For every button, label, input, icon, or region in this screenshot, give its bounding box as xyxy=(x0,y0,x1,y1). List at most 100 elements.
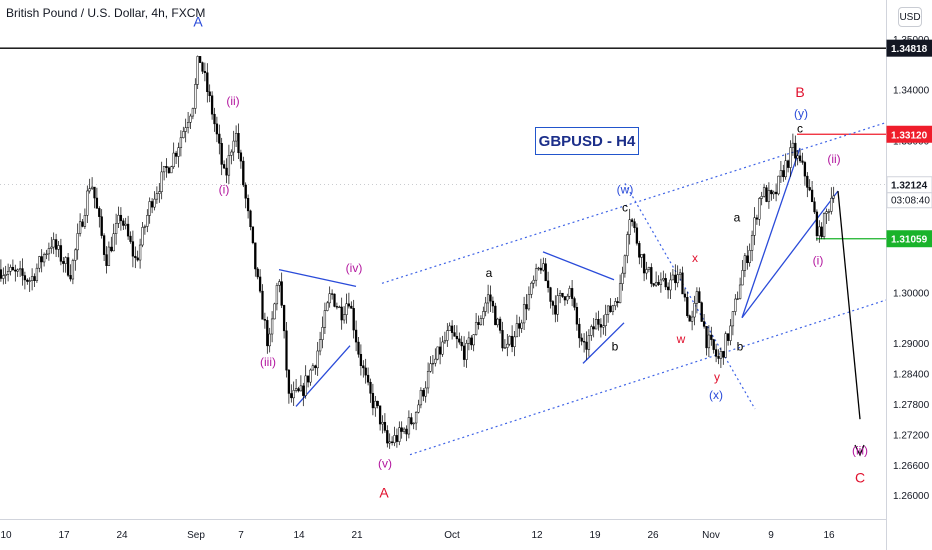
candle-body-94 xyxy=(225,167,228,176)
candle-body-285 xyxy=(683,293,687,298)
candle-body-29 xyxy=(69,275,72,280)
candle-body-113 xyxy=(270,318,274,335)
candle-body-262 xyxy=(628,219,631,235)
candle-body-139 xyxy=(333,293,336,307)
candle-body-132 xyxy=(316,350,319,369)
candle-body-319 xyxy=(765,187,768,202)
candle-body-212 xyxy=(508,335,511,345)
candle-body-268 xyxy=(642,254,646,274)
candle-body-121 xyxy=(290,393,293,399)
candle-body-300 xyxy=(719,351,723,359)
candle-body-192 xyxy=(460,341,463,347)
candle-body-241 xyxy=(578,323,581,339)
candle-body-244 xyxy=(585,341,588,350)
candle-body-303 xyxy=(726,333,730,341)
candle-body-264 xyxy=(633,221,636,229)
candle-body-87 xyxy=(208,91,211,96)
candle-body-46 xyxy=(110,246,113,252)
candle-body-183 xyxy=(438,346,442,355)
candle-body-278 xyxy=(666,286,670,291)
candle-body-131 xyxy=(314,365,317,369)
candle-body-74 xyxy=(177,147,180,157)
symbol-title[interactable]: British Pound / U.S. Dollar, 4h, FXCM xyxy=(6,6,206,20)
wave-label-3: (iii) xyxy=(260,355,276,369)
candle-body-275 xyxy=(659,279,663,285)
candle-body-281 xyxy=(674,274,677,284)
candle-body-315 xyxy=(755,217,759,220)
candle-body-334 xyxy=(801,160,804,163)
candle-body-181 xyxy=(434,358,437,364)
candle-body-129 xyxy=(309,369,312,383)
candle-body-179 xyxy=(429,363,432,372)
candle-body-27 xyxy=(64,257,67,264)
candle-body-225 xyxy=(539,267,543,271)
time-tick-13: 16 xyxy=(823,530,835,541)
candle-body-88 xyxy=(210,95,214,115)
candle-body-288 xyxy=(690,316,694,322)
candle-body-271 xyxy=(650,267,653,284)
candle-body-135 xyxy=(323,310,327,328)
candle-body-18 xyxy=(42,254,46,263)
candle-body-215 xyxy=(515,323,519,338)
candle-body-289 xyxy=(693,303,696,318)
candle-body-133 xyxy=(318,339,322,352)
currency-button[interactable]: USD xyxy=(898,7,922,27)
candle-body-58 xyxy=(138,244,142,261)
candle-body-250 xyxy=(599,324,603,328)
candle-body-144 xyxy=(345,303,348,315)
candle-body-333 xyxy=(798,155,802,162)
candle-body-170 xyxy=(407,417,411,435)
candle-body-331 xyxy=(794,142,797,159)
candle-body-72 xyxy=(172,152,175,168)
price-badge-text-3: 1.31059 xyxy=(891,235,928,246)
candle-body-20 xyxy=(47,248,51,255)
candle-body-321 xyxy=(770,190,773,195)
price-badge-bg-3 xyxy=(886,230,932,248)
candle-body-91 xyxy=(218,133,221,144)
time-axis[interactable]: 10 17 24 Sep 7 14 21 Oct 12 19 26 Nov 9 16 xyxy=(0,530,835,541)
candle-body-112 xyxy=(268,333,271,347)
candle-body-119 xyxy=(285,330,288,371)
candle-body-347 xyxy=(832,195,835,199)
candle-body-195 xyxy=(467,337,471,344)
candle-body-290 xyxy=(695,291,699,304)
candle-body-142 xyxy=(340,306,343,321)
candle-body-80 xyxy=(191,108,195,117)
candle-body-299 xyxy=(717,356,720,359)
candle-body-26 xyxy=(62,261,65,264)
candle-body-62 xyxy=(148,201,151,216)
candle-body-325 xyxy=(779,170,783,177)
candle-body-99 xyxy=(237,133,240,153)
candle-body-224 xyxy=(537,267,540,270)
candle-body-346 xyxy=(830,197,833,212)
candle-body-67 xyxy=(160,171,163,192)
wave-label-20: (ii) xyxy=(827,152,840,166)
candle-body-16 xyxy=(38,256,41,269)
candle-body-227 xyxy=(544,263,547,282)
candle-body-242 xyxy=(580,337,583,342)
candle-body-35 xyxy=(83,215,87,227)
trend-line-9 xyxy=(582,322,625,364)
time-tick-10: 26 xyxy=(647,530,659,541)
projection-arrow-head xyxy=(854,444,865,457)
time-tick-6: 21 xyxy=(351,530,363,541)
candle-body-15 xyxy=(35,267,39,281)
candle-body-5 xyxy=(11,266,15,271)
price-badge-plain: 1.32124 03:08:40 xyxy=(886,176,932,209)
trend-line-12 xyxy=(837,190,861,420)
candle-body-66 xyxy=(158,191,161,194)
candle-body-257 xyxy=(616,301,619,304)
candle-body-68 xyxy=(162,166,166,173)
candle-body-217 xyxy=(520,322,523,329)
candle-body-301 xyxy=(722,351,725,358)
candle-body-49 xyxy=(117,214,120,224)
candle-body-296 xyxy=(710,334,713,340)
candle-body-189 xyxy=(453,332,456,337)
candle-body-318 xyxy=(762,187,766,197)
candle-body-60 xyxy=(143,226,147,228)
candle-body-122 xyxy=(292,390,295,399)
candle-body-276 xyxy=(662,278,665,281)
candle-body-335 xyxy=(803,162,807,177)
candle-body-14 xyxy=(33,276,36,281)
